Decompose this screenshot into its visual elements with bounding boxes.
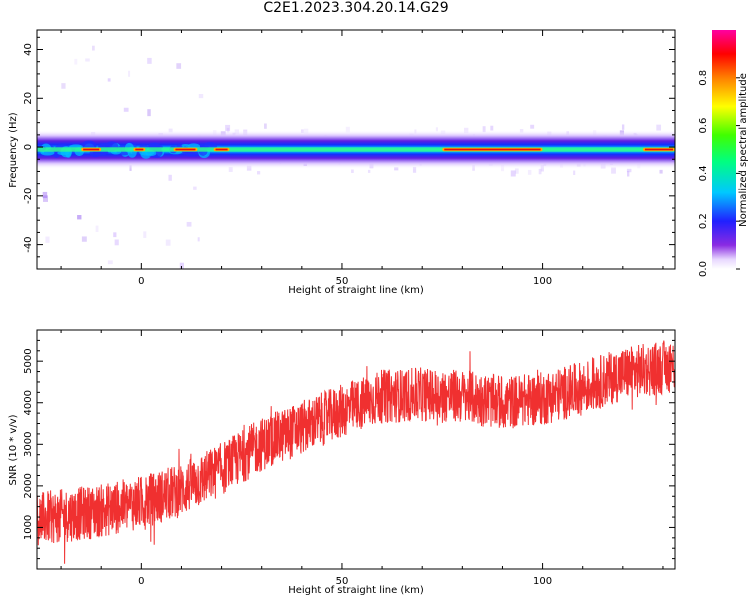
spectrogram-peak-core <box>83 148 100 151</box>
spectrogram-noise-speck <box>107 260 113 265</box>
spectrogram-noise-speck <box>659 169 663 174</box>
spectrogram-peak-core <box>135 148 144 151</box>
colorbar-tick-label: 0.2 <box>698 213 709 229</box>
spectrogram-noise-speck <box>81 236 87 242</box>
spectrogram-peak-core <box>215 148 228 151</box>
spectrogram-noise-speck <box>611 167 616 174</box>
spectrogram-band-core <box>37 147 675 152</box>
spectrogram-noise-speck <box>45 236 50 243</box>
spectrogram-content <box>37 45 675 269</box>
spectrogram-noise-speck <box>656 124 662 131</box>
spectrogram-xtick-label: 0 <box>138 276 144 287</box>
colorbar: 0.0 0.2 0.4 0.6 0.8 Normalized spectral ampl… <box>698 30 749 277</box>
spectrogram-noise-speck <box>573 170 576 175</box>
spectrogram-noise-speck <box>168 174 172 181</box>
spectrogram-peak-core <box>444 148 541 151</box>
spectrogram-noise-speck <box>113 232 117 238</box>
spectrogram-noise-speck <box>95 225 99 232</box>
spectrogram-noise-speck <box>198 94 204 99</box>
snr-series-line <box>37 340 675 564</box>
spectrogram-noise-speck <box>490 125 494 131</box>
spectrogram-noise-speck <box>367 169 371 173</box>
spectrogram-noise-speck <box>412 166 417 173</box>
colorbar-tick-label: 0.8 <box>698 70 709 86</box>
spectrogram-noise-speck <box>186 221 192 227</box>
snr-xtick-label: 100 <box>533 576 552 587</box>
spectrogram-peak-core <box>644 148 673 151</box>
spectrogram-panel: -40 -20 0 20 40 0 50 100 Height of straight lin… <box>8 29 676 296</box>
colorbar-label: Normalized spectral amplitude <box>738 73 749 227</box>
spectrogram-ytick-label: 0 <box>23 144 34 150</box>
spectrogram-noise-speck <box>514 168 519 174</box>
spectrogram-noise-speck <box>627 170 630 177</box>
spectrogram-peak-core <box>175 148 196 151</box>
spectrogram-noise-speck <box>147 57 152 64</box>
snr-xtick-label: 0 <box>138 576 144 587</box>
snr-ytick-label: 3000 <box>23 432 34 457</box>
snr-frame <box>36 329 676 570</box>
spectrogram-noise-speck <box>351 169 354 173</box>
spectrogram-ticks: -40 -20 0 20 40 0 50 100 <box>23 30 675 287</box>
spectrogram-noise-speck <box>43 195 48 202</box>
spectrogram-noise-speck <box>621 124 625 130</box>
spectrogram-noise-speck <box>228 166 233 172</box>
snr-panel: 1000 2000 3000 4000 5000 0 50 100 Height of str… <box>8 329 676 596</box>
spectrogram-noise-speck <box>179 262 184 269</box>
spectrogram-ylabel: Frequency (Hz) <box>8 112 19 188</box>
snr-ylabel: SNR (10 * v/v) <box>8 414 19 485</box>
spectrogram-noise-speck <box>61 83 66 89</box>
spectrogram-noise-speck <box>147 109 151 117</box>
colorbar-tick-label: 0.4 <box>698 165 709 181</box>
spectrogram-noise-speck <box>225 124 231 132</box>
snr-ytick-label: 4000 <box>23 390 34 415</box>
spectrogram-noise-speck <box>264 123 267 129</box>
spectrogram-noise-speck <box>74 58 78 65</box>
spectrogram-noise-speck <box>345 126 350 133</box>
spectrogram-noise-speck <box>538 168 542 175</box>
spectrogram-noise-speck <box>114 239 119 246</box>
colorbar-gradient <box>712 30 736 269</box>
spectrogram-noise-speck <box>176 63 182 69</box>
snr-ytick-label: 2000 <box>23 473 34 498</box>
snr-xtick-label: 50 <box>336 576 349 587</box>
spectrogram-noise-speck <box>165 239 171 246</box>
spectrogram-ytick-label: 40 <box>23 43 34 56</box>
spectrogram-noise-speck <box>197 237 200 242</box>
spectrogram-ytick-label: -40 <box>23 236 34 252</box>
spectrogram-noise-speck <box>510 170 516 177</box>
snr-ytick-label: 1000 <box>23 515 34 540</box>
spectrogram-noise-speck <box>92 45 95 51</box>
spectrogram-noise-speck <box>107 78 111 82</box>
spectrogram-noise-speck <box>77 215 82 220</box>
spectrogram-noise-speck <box>626 168 632 173</box>
colorbar-ticks: 0.0 0.2 0.4 0.6 0.8 <box>698 70 740 277</box>
spectrogram-noise-speck <box>435 127 438 132</box>
colorbar-tick-label: 0.0 <box>698 261 709 277</box>
colorbar-tick-label: 0.6 <box>698 118 709 134</box>
spectrogram-ytick-label: 20 <box>23 92 34 105</box>
spectrogram-noise-speck <box>128 70 131 77</box>
spectrogram-noise-speck <box>527 169 532 175</box>
spectrogram-noise-speck <box>482 126 486 133</box>
spectrogram-noise-speck <box>257 171 261 175</box>
spectrogram-noise-speck <box>193 186 197 190</box>
spectrogram-ytick-label: -20 <box>23 188 34 204</box>
spectrogram-noise-speck <box>42 191 48 199</box>
spectrogram-xtick-label: 100 <box>533 276 552 287</box>
figure-title: C2E1.2023.304.20.14.G29 <box>263 0 449 16</box>
spectrogram-noise-speck <box>143 231 147 238</box>
snr-ticks: 1000 2000 3000 4000 5000 0 50 100 <box>23 329 675 587</box>
spectrogram-xlabel: Height of straight line (km) <box>288 285 424 296</box>
spectrogram-band-blob <box>57 150 70 156</box>
spectrogram-xtick-label: 50 <box>336 276 349 287</box>
spectrogram-frame <box>36 29 676 270</box>
snr-xlabel: Height of straight line (km) <box>288 585 424 596</box>
spectrogram-noise-speck <box>123 107 129 112</box>
spectrogram-noise-speck <box>85 58 90 62</box>
spectrogram-noise-speck <box>530 124 535 129</box>
snr-ytick-label: 5000 <box>23 348 34 373</box>
